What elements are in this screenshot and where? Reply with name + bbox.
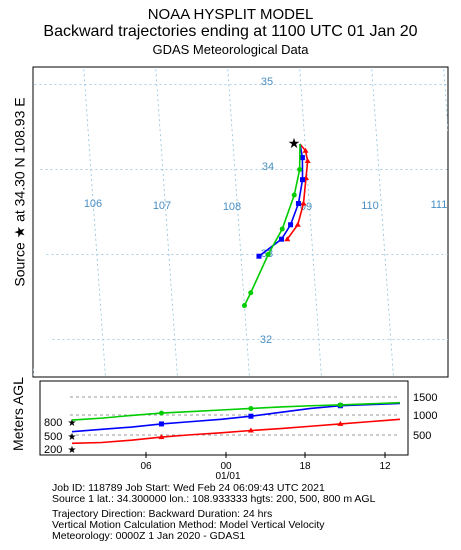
trajectory-marker-square [299, 155, 305, 161]
left-height-tick: 800 [44, 417, 62, 429]
trajectory-marker-circle [248, 290, 254, 296]
trajectory-marker-square [256, 253, 262, 259]
trajectory-marker-square [279, 236, 285, 242]
longitude-labels: 106 107 108 09 110 111 [84, 198, 448, 213]
map-frame [32, 66, 449, 378]
height-marker-square [248, 413, 254, 419]
time-tick-marks: 06 00 18 12 01/01 [140, 452, 391, 482]
height-tick-labels: 800 ★ 500 ★ 200 ★ 1500 1000 500 [44, 392, 437, 456]
trajectory-marker-square [288, 222, 294, 228]
height-marker-triangle [337, 420, 344, 426]
latitude-label: 35 [261, 76, 273, 88]
trajectory-height-lines [71, 401, 401, 445]
map-grid [33, 67, 448, 377]
latitude-label: 34 [262, 161, 274, 173]
height-marker-square [158, 421, 164, 427]
left-height-tick: 200 [44, 444, 62, 456]
direction-line: Trajectory Direction: Backward Duration:… [52, 508, 273, 520]
latitude-label: 32 [260, 334, 272, 346]
job-id-line: Job ID: 118789 Job Start: Wed Feb 24 06:… [52, 482, 325, 494]
trajectory-title: Backward trajectories ending at 1100 UTC… [43, 23, 418, 40]
date-label: 01/01 [215, 471, 240, 482]
meridian-line [33, 364, 34, 377]
meteorology-subtitle: GDAS Meteorological Data [152, 42, 309, 57]
trajectory-marker-circle [279, 226, 285, 232]
height-line-0 [71, 418, 401, 445]
meridian-line [227, 67, 250, 377]
height-marker-circle [158, 410, 164, 416]
longitude-label: 107 [153, 200, 171, 212]
trajectory-marker-circle [265, 252, 271, 257]
trajectory-marker-circle [291, 192, 297, 198]
longitude-label: 110 [361, 200, 379, 212]
longitude-label: 108 [223, 201, 241, 213]
height-line-2 [71, 401, 401, 421]
start-star-icon: ★ [68, 445, 77, 456]
model-title: NOAA HYSPLIT MODEL [147, 6, 314, 23]
trajectory-marker-circle [241, 303, 247, 308]
height-panel: 800 ★ 500 ★ 200 ★ 1500 1000 500 06 00 18 12 01/01 [39, 380, 437, 482]
height-marker-triangle [247, 427, 254, 433]
height-marker-circle [337, 402, 343, 408]
right-height-tick: 500 [413, 430, 431, 442]
left-height-tick: 500 [44, 431, 62, 443]
trajectory-marker-square [295, 201, 301, 206]
time-tick-label: 12 [379, 461, 391, 472]
time-tick-label: 00 [220, 461, 232, 472]
trajectory-marker-circle [297, 167, 303, 172]
trajectory-marker-triangle [284, 236, 291, 242]
start-star-icon: ★ [68, 418, 77, 429]
trajectory-marker-triangle [300, 200, 307, 206]
right-height-tick: 1000 [413, 410, 437, 422]
height-marker-triangle [158, 434, 165, 440]
meteorology-line: Meteorology: 0000Z 1 Jan 2020 - GDAS1 [52, 530, 246, 542]
vertical-motion-line: Vertical Motion Calculation Method: Mode… [52, 519, 325, 531]
trajectory-marker-triangle [304, 158, 311, 163]
time-tick-label: 18 [299, 461, 311, 472]
meridian-line [371, 67, 394, 377]
start-star-icon: ★ [68, 432, 77, 443]
longitude-label: 111 [431, 199, 448, 211]
longitude-label: 106 [84, 198, 102, 210]
right-height-tick: 1500 [413, 392, 437, 404]
height-marker-circle [248, 405, 254, 411]
trajectory-map-lines [241, 143, 311, 308]
time-tick-label: 06 [140, 461, 152, 472]
trajectory-marker-triangle [294, 221, 301, 227]
trajectory-marker-triangle [302, 147, 309, 153]
source-star-icon: ★ [288, 135, 301, 151]
meridian-line [155, 67, 178, 377]
source-line: Source 1 lat.: 34.300000 lon.: 108.93333… [52, 493, 376, 505]
trajectory-marker-square [300, 177, 306, 183]
